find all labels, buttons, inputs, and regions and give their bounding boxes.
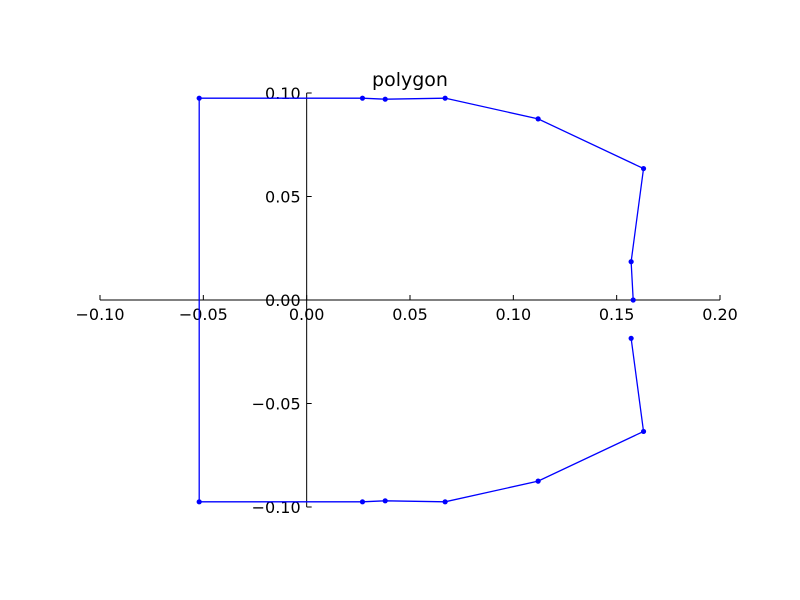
- x-tick-label: 0.15: [599, 305, 635, 324]
- data-point: [630, 297, 636, 303]
- data-point: [535, 116, 541, 122]
- data-point: [640, 428, 647, 435]
- y-tick-label: −0.05: [252, 395, 301, 414]
- data-point: [196, 95, 202, 101]
- data-point: [382, 96, 388, 102]
- chart-title: polygon: [372, 69, 448, 91]
- data-point: [628, 335, 634, 341]
- x-tick-label: 0.05: [392, 305, 428, 324]
- tick-labels: −0.10 −0.05 0.00 0.05 0.10 0.15 0.20 −0.10 −0.05…: [75, 84, 737, 517]
- data-point: [196, 499, 202, 505]
- data-series: [196, 95, 647, 505]
- y-tick-label: 0.00: [265, 291, 301, 310]
- data-point: [442, 95, 448, 101]
- data-point: [640, 165, 647, 172]
- data-point: [535, 478, 541, 484]
- x-tick-label: −0.10: [75, 305, 124, 324]
- y-tick-label: 0.05: [265, 188, 301, 207]
- x-tick-label: −0.05: [179, 305, 228, 324]
- x-tick-label: 0.10: [496, 305, 532, 324]
- data-point: [382, 498, 388, 504]
- data-point: [442, 499, 448, 505]
- y-tick-label: −0.10: [252, 498, 301, 517]
- y-tick-label: 0.10: [265, 84, 301, 103]
- data-point: [359, 499, 366, 505]
- tick-marks: [99, 92, 721, 508]
- data-point: [628, 259, 634, 265]
- x-tick-label: 0.00: [289, 305, 325, 324]
- data-point: [359, 95, 366, 101]
- x-tick-label: 0.20: [702, 305, 738, 324]
